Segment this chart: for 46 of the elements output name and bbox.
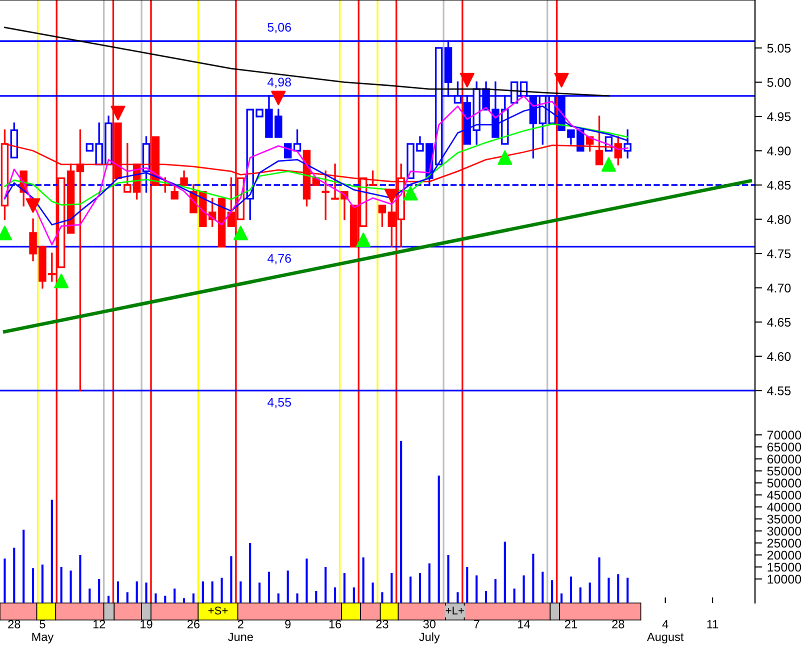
- x-tick-label: 28: [8, 620, 20, 628]
- text: +L+: [446, 606, 464, 614]
- x-tick-label: 16: [329, 620, 342, 628]
- y2-tick-label: 30000: [767, 526, 802, 536]
- y2-tick-label: 15000: [768, 562, 802, 572]
- y2-tick-label: 45000: [767, 490, 802, 500]
- y2-tick-label: 10000: [768, 574, 802, 584]
- y-tick-label: 4.75: [767, 249, 791, 258]
- y-tick-label: 4.95: [767, 112, 791, 122]
- y2-tick-label: 35000: [767, 514, 802, 524]
- y-tick-label: 4.60: [767, 352, 791, 361]
- y-tick-label: 4.55: [767, 386, 791, 396]
- x-tick-label: 9: [285, 620, 291, 628]
- y2-tick-label: 25000: [767, 538, 802, 548]
- y-tick-label: 4.90: [767, 146, 791, 156]
- x-tick-label: 19: [140, 620, 152, 628]
- y-tick-label: 4.70: [767, 284, 791, 292]
- x-tick-label: 11: [707, 620, 718, 628]
- text: +S+: [208, 606, 228, 614]
- x-tick-label: 14: [518, 620, 530, 628]
- x-tick-label: 5 May: [32, 620, 54, 644]
- x-tick-label: 21: [565, 620, 577, 628]
- x-tick-label: 23: [376, 620, 388, 628]
- x-tick-label: 7: [474, 620, 480, 628]
- y-tick-label: 4.85: [767, 180, 791, 190]
- x-tick-label: 26: [188, 620, 200, 628]
- y2-tick-label: 50000: [767, 478, 802, 488]
- y-tick-label: 5.00: [767, 78, 791, 87]
- y2-tick-label: 60000: [767, 454, 802, 464]
- y2-tick-label: 65000: [767, 442, 802, 452]
- x-tick-label: 12: [93, 620, 106, 628]
- y-tick-label: 5.05: [767, 44, 791, 53]
- y-tick-label: 4.65: [767, 318, 791, 327]
- ref-line-label: 4,55: [267, 398, 291, 408]
- x-tick-label: 28: [612, 620, 624, 628]
- y2-tick-label: 70000: [767, 430, 802, 440]
- ref-line-label: 5,06: [268, 22, 291, 34]
- y2-tick-label: 55000: [767, 466, 802, 476]
- y2-tick-label: 40000: [767, 502, 802, 512]
- ref-line-label: 4,98: [267, 78, 291, 88]
- y-tick-label: 4.80: [767, 215, 791, 224]
- y2-tick-label: 20000: [767, 550, 802, 560]
- x-tick-label: 2 June: [228, 620, 253, 642]
- x-tick-label: 4 August: [646, 620, 684, 644]
- x-tick-label: 30 July: [419, 620, 440, 644]
- ref-line-label: 4,76: [267, 254, 291, 264]
